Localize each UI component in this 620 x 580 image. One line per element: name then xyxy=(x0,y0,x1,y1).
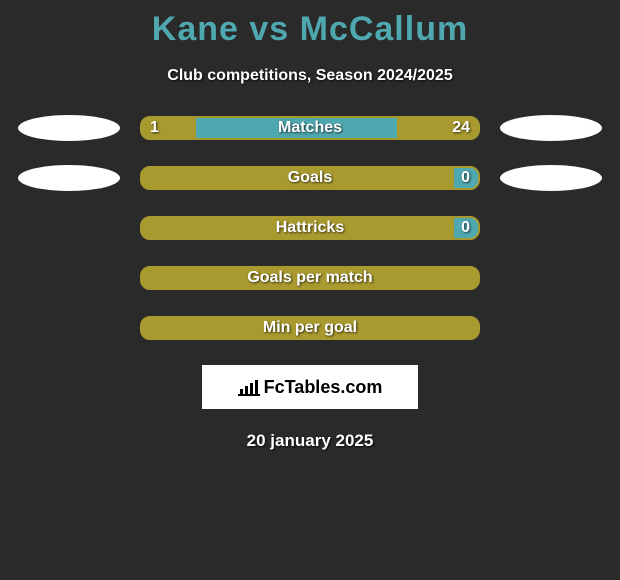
stat-row: Goals per match xyxy=(0,265,620,291)
left-oval xyxy=(18,165,120,191)
bar-label: Goals xyxy=(142,168,478,188)
bar-chart-icon xyxy=(238,378,260,396)
stat-row: Min per goal xyxy=(0,315,620,341)
page-title: Kane vs McCallum xyxy=(0,0,620,49)
bar-value-left: 1 xyxy=(150,118,159,138)
bar-label: Hattricks xyxy=(142,218,478,238)
stat-bar: Goals0 xyxy=(140,166,480,190)
stat-row: Hattricks0 xyxy=(0,215,620,241)
bar-label: Min per goal xyxy=(142,318,478,338)
logo: FcTables.com xyxy=(238,377,383,398)
right-oval xyxy=(500,165,602,191)
right-oval xyxy=(500,115,602,141)
subtitle: Club competitions, Season 2024/2025 xyxy=(0,67,620,85)
stat-bar: Hattricks0 xyxy=(140,216,480,240)
stat-row: Goals0 xyxy=(0,165,620,191)
logo-text: FcTables.com xyxy=(264,377,383,398)
stats-rows: Matches124Goals0Hattricks0Goals per matc… xyxy=(0,115,620,341)
left-oval xyxy=(18,115,120,141)
bar-value-right: 24 xyxy=(452,118,470,138)
bar-value-right: 0 xyxy=(461,218,470,238)
bar-value-right: 0 xyxy=(461,168,470,188)
stat-row: Matches1 24 xyxy=(0,115,620,141)
stat-bar: Goals per match xyxy=(140,266,480,290)
bar-label: Goals per match xyxy=(142,268,478,288)
stat-bar: Matches1 24 xyxy=(140,116,480,140)
stat-bar: Min per goal xyxy=(140,316,480,340)
bar-label: Matches xyxy=(142,118,478,138)
logo-box: FcTables.com xyxy=(202,365,418,409)
date: 20 january 2025 xyxy=(0,431,620,451)
